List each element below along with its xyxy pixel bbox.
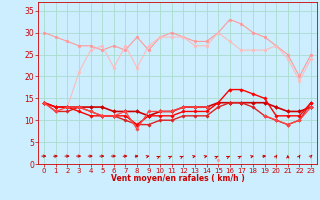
X-axis label: Vent moyen/en rafales ( km/h ): Vent moyen/en rafales ( km/h ): [111, 174, 244, 183]
